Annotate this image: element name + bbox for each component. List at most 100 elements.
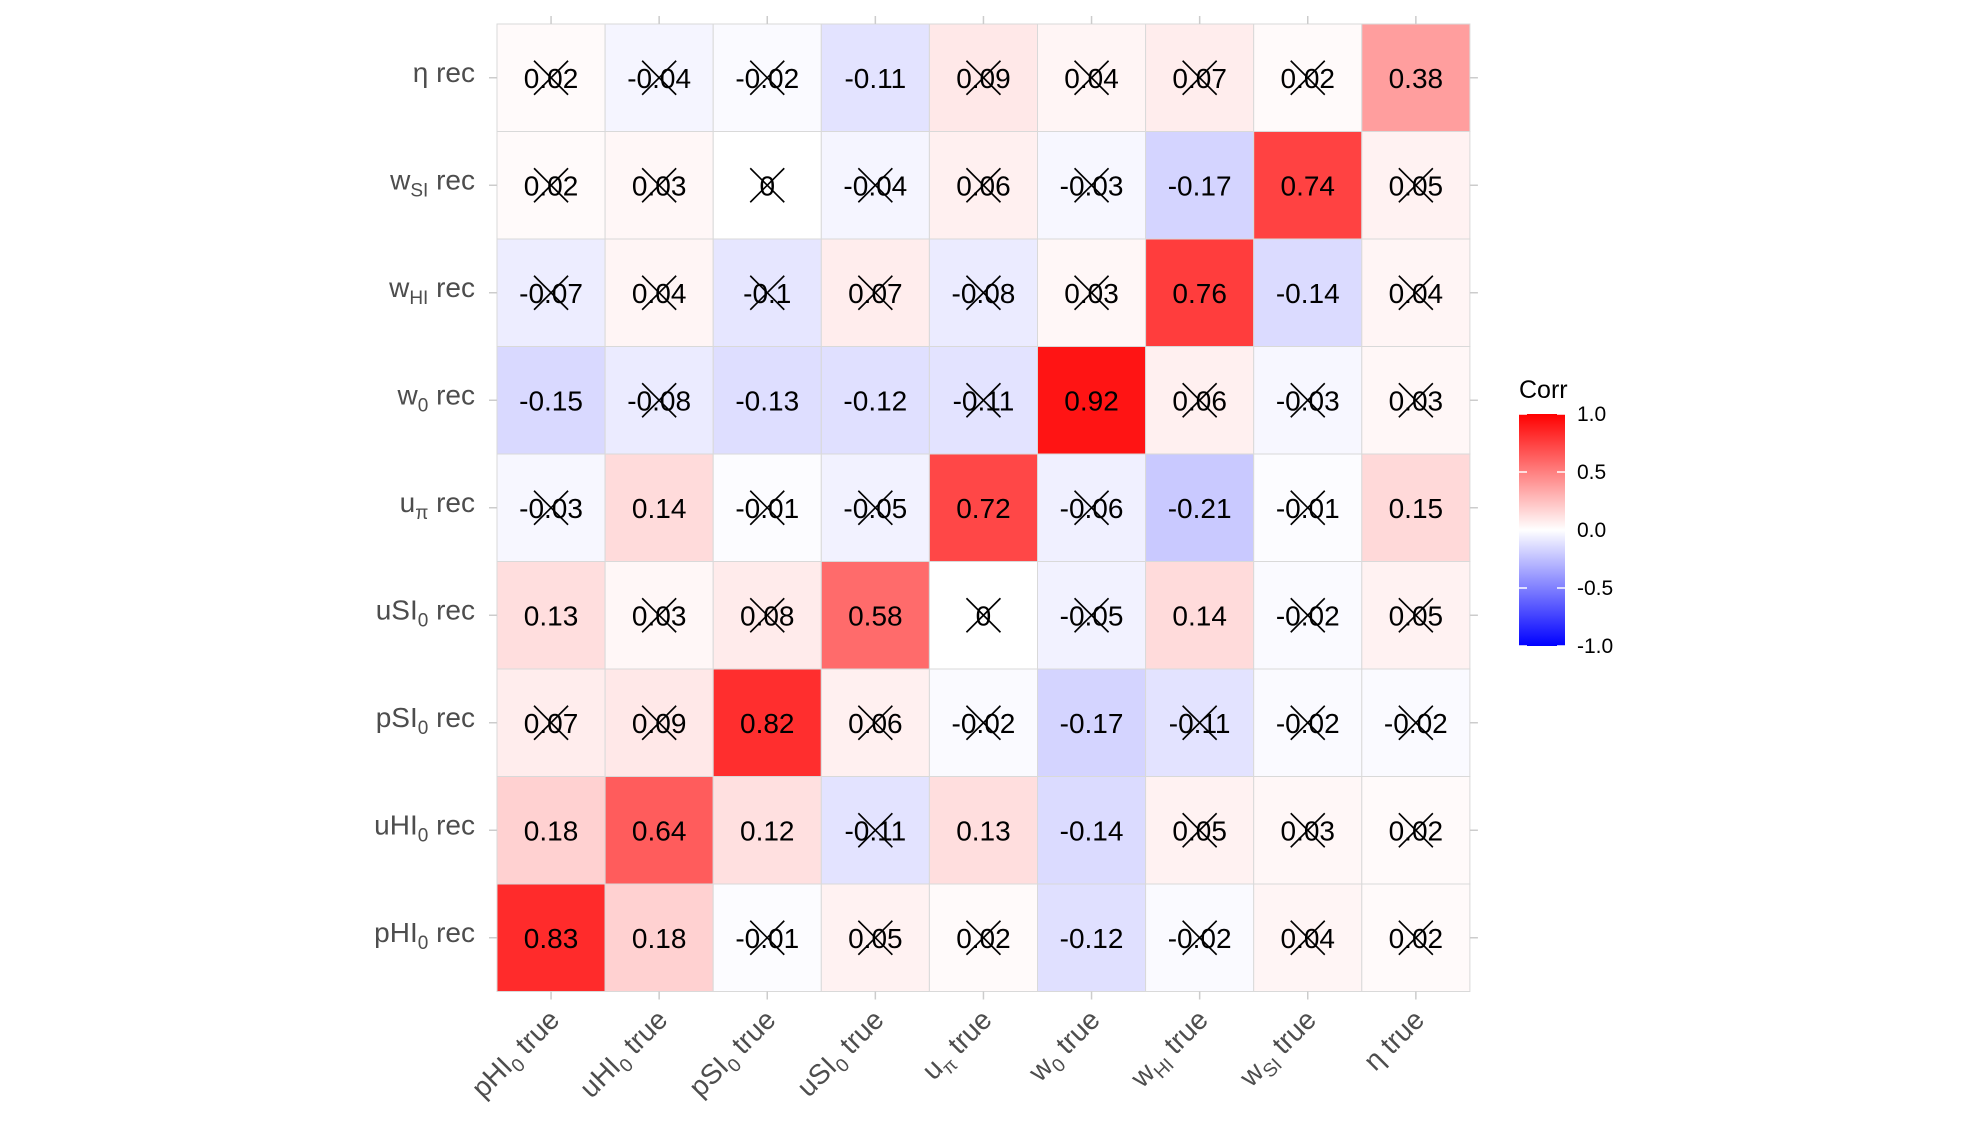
- insignificance-cross: [749, 490, 785, 526]
- cell-value-label: 0.15: [1389, 493, 1444, 524]
- insignificance-cross: [857, 705, 893, 741]
- heatmap-cell: [1037, 776, 1147, 885]
- heatmap-cell: [712, 346, 822, 455]
- cell-value-label: -0.12: [1060, 923, 1124, 954]
- heatmap-cell: [1145, 131, 1255, 240]
- heatmap-cell: [1253, 238, 1363, 347]
- heatmap-cell: [496, 346, 606, 455]
- insignificance-cross: [1182, 812, 1218, 848]
- cell-value-label: 0.83: [524, 923, 579, 954]
- x-axis-label: pSI0 true: [683, 1004, 786, 1107]
- heatmap-cell: [1145, 561, 1255, 670]
- y-axis-label: uSI0 rec: [376, 594, 475, 631]
- heatmap-cell: [928, 776, 1039, 885]
- cell-value-label: 0.58: [848, 600, 903, 631]
- insignificance-cross: [857, 490, 893, 526]
- x-axis-label: uπ true: [916, 1004, 1002, 1090]
- y-axis-label: pSI0 rec: [376, 702, 475, 739]
- heatmap-cell: [1361, 23, 1471, 132]
- heatmap-cell: [1037, 668, 1147, 777]
- insignificance-cross: [1073, 490, 1110, 526]
- cell-value-label: 0.92: [1064, 385, 1119, 416]
- insignificance-cross: [1182, 60, 1218, 96]
- cell-value-label: 0.12: [740, 815, 795, 846]
- heatmap-cells: 0.02-0.04-0.02-0.110.090.040.070.020.380…: [496, 23, 1471, 992]
- cell-value-label: -0.14: [1276, 278, 1340, 309]
- insignificance-cross: [749, 920, 785, 956]
- cell-value-label: -0.14: [1060, 815, 1124, 846]
- insignificance-cross: [965, 920, 1002, 956]
- insignificance-cross: [641, 597, 677, 633]
- y-axis-label: η rec: [413, 57, 475, 88]
- cell-value-label: 0.14: [1172, 600, 1227, 631]
- x-axis-label: uSI0 true: [791, 1004, 894, 1107]
- heatmap-cell: [712, 776, 822, 885]
- cell-value-label: 0.74: [1281, 170, 1336, 201]
- insignificance-cross: [1398, 275, 1434, 311]
- insignificance-cross: [1182, 705, 1218, 741]
- legend-tick-label: -0.5: [1577, 577, 1613, 600]
- y-axis-label: uπ rec: [400, 487, 475, 524]
- cell-value-label: 0.72: [956, 493, 1011, 524]
- insignificance-cross: [749, 167, 785, 203]
- cell-value-label: 0.18: [524, 815, 579, 846]
- insignificance-cross: [1073, 275, 1110, 311]
- insignificance-cross: [1290, 597, 1326, 633]
- x-axis-label: pHI0 true: [465, 1004, 569, 1108]
- heatmap-cell: [712, 561, 822, 670]
- x-axis-label: wHI true: [1124, 1004, 1218, 1098]
- insignificance-cross: [965, 597, 1002, 633]
- insignificance-cross: [857, 275, 893, 311]
- insignificance-cross: [1073, 597, 1110, 633]
- legend-tick-label: -1.0: [1577, 635, 1613, 658]
- legend-tick-label: 0.5: [1577, 461, 1606, 484]
- insignificance-cross: [965, 60, 1002, 96]
- cell-value-label: -0.12: [843, 385, 907, 416]
- insignificance-cross: [749, 60, 785, 96]
- heatmap-cell: [604, 776, 714, 885]
- insignificance-cross: [857, 920, 893, 956]
- insignificance-cross: [533, 60, 569, 96]
- insignificance-cross: [1290, 382, 1326, 418]
- heatmap-cell: [820, 23, 930, 132]
- insignificance-cross: [1398, 705, 1434, 741]
- heatmap-cell: [928, 453, 1039, 562]
- insignificance-cross: [533, 167, 569, 203]
- cell-value-label: -0.13: [735, 385, 799, 416]
- y-axis-label: w0 rec: [397, 379, 476, 416]
- insignificance-cross: [533, 275, 569, 311]
- cell-value-label: -0.15: [519, 385, 583, 416]
- insignificance-cross: [1290, 490, 1326, 526]
- cell-value-label: 0.13: [956, 815, 1011, 846]
- insignificance-cross: [641, 167, 677, 203]
- heatmap-cell: [1037, 346, 1147, 455]
- insignificance-cross: [1398, 167, 1434, 203]
- heatmap-cell: [1145, 238, 1255, 347]
- legend-tick-label: 1.0: [1577, 403, 1606, 426]
- insignificance-cross: [965, 382, 1002, 418]
- insignificance-cross: [641, 382, 677, 418]
- insignificance-cross: [1182, 920, 1218, 956]
- insignificance-cross: [1398, 920, 1434, 956]
- axis-ticks: [489, 16, 1478, 1000]
- heatmap-cell: [496, 883, 606, 992]
- cell-value-label: 0.14: [632, 493, 687, 524]
- x-axis-label: w0 true: [1022, 1004, 1110, 1092]
- insignificance-cross: [857, 167, 893, 203]
- x-axis-label: wSI true: [1233, 1004, 1326, 1097]
- cell-value-label: -0.17: [1060, 708, 1124, 739]
- y-axis-label: uHI0 rec: [374, 809, 475, 846]
- heatmap-cell: [604, 453, 714, 562]
- insignificance-cross: [533, 490, 569, 526]
- insignificance-cross: [749, 597, 785, 633]
- color-legend: Corr 1.0 0.5 0.0 -0.5 -1.0: [1519, 376, 1613, 658]
- cell-value-label: -0.11: [844, 63, 906, 94]
- y-axis-label: wHI rec: [388, 272, 475, 309]
- cell-value-label: 0.13: [524, 600, 579, 631]
- insignificance-cross: [641, 60, 677, 96]
- heatmap-cell: [604, 883, 714, 992]
- heatmap-cell: [1253, 131, 1363, 240]
- y-axis-label: pHI0 rec: [374, 917, 475, 954]
- heatmap-cell: [1253, 883, 1363, 992]
